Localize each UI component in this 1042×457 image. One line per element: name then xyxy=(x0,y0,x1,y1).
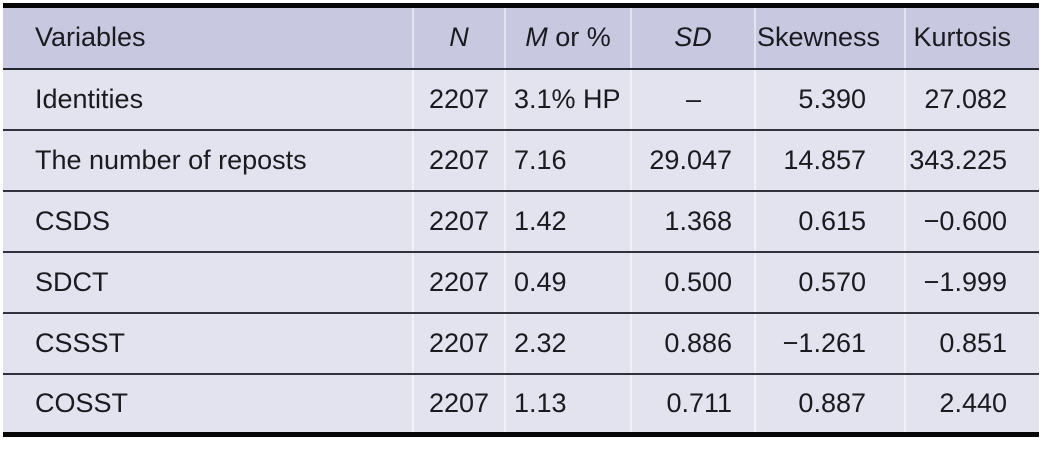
cell-n: 2207 xyxy=(412,312,505,375)
cell-sd: 0.711 xyxy=(630,373,755,435)
header-row: Variables N M or % SD Skewness Kurtosis xyxy=(3,5,1039,70)
cell-skewness: 0.570 xyxy=(754,251,905,314)
cell-variable: SDCT xyxy=(3,251,413,314)
cell-n: 2207 xyxy=(412,251,505,314)
cell-kurtosis: 0.851 xyxy=(904,312,1039,375)
table-row-number-of-reposts: The number of reposts 2207 7.16 29.047 1… xyxy=(3,129,1039,192)
cell-n: 2207 xyxy=(412,190,505,253)
cell-m: 3.1% HP xyxy=(504,68,631,131)
cell-sd: 0.500 xyxy=(630,251,755,314)
table-row-cssst: CSSST 2207 2.32 0.886 −1.261 0.851 xyxy=(3,312,1039,375)
cell-n: 2207 xyxy=(412,373,505,435)
cell-variable: CSSST xyxy=(3,312,413,375)
cell-variable: Identities xyxy=(3,68,413,131)
cell-skewness: 0.887 xyxy=(754,373,905,435)
cell-sd: 0.886 xyxy=(630,312,755,375)
cell-n: 2207 xyxy=(412,68,505,131)
cell-n: 2207 xyxy=(412,129,505,192)
cell-sd: – xyxy=(630,68,755,131)
table-row-csds: CSDS 2207 1.42 1.368 0.615 −0.600 xyxy=(3,190,1039,253)
column-header-m-or-percent: M or % xyxy=(504,5,631,70)
cell-kurtosis: 343.225 xyxy=(904,129,1039,192)
cell-skewness: −1.261 xyxy=(754,312,905,375)
column-header-variables: Variables xyxy=(3,5,413,70)
cell-sd: 1.368 xyxy=(630,190,755,253)
column-header-m-symbol: M xyxy=(525,22,548,53)
cell-m: 1.13 xyxy=(504,373,631,435)
table-row-sdct: SDCT 2207 0.49 0.500 0.570 −1.999 xyxy=(3,251,1039,314)
table-row-identities: Identities 2207 3.1% HP – 5.390 27.082 xyxy=(3,68,1039,131)
column-header-n: N xyxy=(412,5,505,70)
table-row-cosst: COSST 2207 1.13 0.711 0.887 2.440 xyxy=(3,373,1039,435)
cell-m: 7.16 xyxy=(504,129,631,192)
cell-sd: 29.047 xyxy=(630,129,755,192)
column-header-m-rest: or % xyxy=(547,22,611,53)
column-header-sd: SD xyxy=(630,5,755,70)
cell-kurtosis: −0.600 xyxy=(904,190,1039,253)
cell-variable: The number of reposts xyxy=(3,129,413,192)
column-header-kurtosis: Kurtosis xyxy=(904,5,1039,70)
descriptive-statistics-table: Variables N M or % SD Skewness Kurtosis … xyxy=(3,3,1039,437)
cell-variable: CSDS xyxy=(3,190,413,253)
cell-kurtosis: 2.440 xyxy=(904,373,1039,435)
cell-skewness: 14.857 xyxy=(754,129,905,192)
cell-skewness: 5.390 xyxy=(754,68,905,131)
column-header-skewness: Skewness xyxy=(754,5,905,70)
cell-kurtosis: 27.082 xyxy=(904,68,1039,131)
cell-variable: COSST xyxy=(3,373,413,435)
cell-skewness: 0.615 xyxy=(754,190,905,253)
cell-m: 1.42 xyxy=(504,190,631,253)
cell-m: 0.49 xyxy=(504,251,631,314)
cell-kurtosis: −1.999 xyxy=(904,251,1039,314)
cell-m: 2.32 xyxy=(504,312,631,375)
